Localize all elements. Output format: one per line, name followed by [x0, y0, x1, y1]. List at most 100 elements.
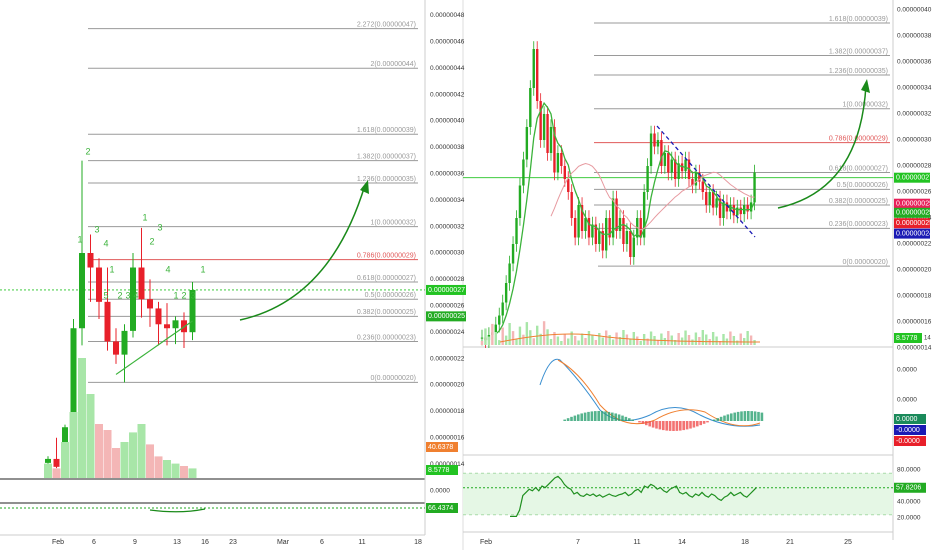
right-volume-bar	[567, 338, 570, 345]
right-candle-body	[674, 159, 677, 179]
right-volume-bar	[749, 335, 753, 345]
right-volume-bar	[584, 338, 587, 345]
right-price-badge-bg	[894, 207, 930, 218]
right-price-tick: 0.00000020	[897, 267, 932, 274]
right-volume-bar	[698, 337, 701, 345]
right-candle-body	[660, 140, 663, 166]
right-macd-histogram	[617, 414, 621, 421]
left-candle-body	[45, 458, 51, 463]
left-candle-body	[79, 253, 85, 329]
left-candle-body	[155, 308, 162, 325]
left-candle-body	[130, 267, 136, 331]
left-volume-bar	[188, 468, 197, 478]
right-candle-body	[677, 163, 680, 179]
left-wave-label: 3	[125, 290, 130, 300]
right-candle-body	[518, 185, 522, 218]
right-macd-histogram	[699, 421, 702, 426]
right-volume-bar	[594, 340, 598, 345]
right-macd-tick: 0.0000	[897, 397, 917, 404]
right-projection-arrow	[777, 84, 867, 209]
right-candle-body	[480, 337, 484, 339]
right-volume-bar	[615, 332, 618, 345]
right-volume-bar	[511, 331, 515, 345]
left-wave-label: 5	[103, 290, 108, 300]
right-price-badge-bg	[894, 228, 930, 239]
left-price-tick: 0.00000020	[430, 382, 465, 389]
right-candle-body	[694, 172, 698, 186]
left-price-badge-bg	[426, 311, 466, 322]
right-volume-bar	[480, 341, 484, 345]
right-fib-label: 0.786(0.00000029)	[829, 135, 888, 142]
right-volume-bar	[591, 335, 594, 345]
right-macd-histogram	[668, 421, 672, 431]
right-macd-histogram	[682, 421, 685, 431]
left-volume-bar	[103, 430, 112, 478]
right-price-tick: 0.00000016	[897, 319, 932, 326]
left-wave-label: 1	[77, 234, 82, 244]
left-fib-label: 1.382(0.00000037)	[357, 153, 416, 160]
right-candle-body	[698, 172, 701, 182]
right-candle-body	[567, 179, 570, 192]
right-volume-bar	[536, 325, 539, 345]
right-candle-body	[749, 202, 753, 212]
right-price-tick: 0.00000036	[897, 59, 932, 66]
right-rsi-badge: 57.8206	[896, 485, 921, 492]
left-volume-badge: 40.6378	[428, 444, 453, 451]
right-macd-histogram	[736, 411, 740, 421]
right-macd-histogram	[702, 421, 706, 424]
right-fib-label: 0.618(0.00000027)	[829, 165, 888, 172]
right-candle-body	[715, 198, 718, 208]
left-fib-label: 0.786(0.00000029)	[357, 252, 416, 259]
right-macd-histogram	[628, 418, 631, 421]
left-volume-badge-bg	[426, 442, 458, 452]
right-candle-body	[622, 218, 625, 244]
right-candle-body	[515, 218, 518, 244]
right-candle-body	[729, 205, 732, 212]
left-macd-tick: 0.0000	[430, 488, 450, 495]
right-price-tick: 0.00000014	[897, 345, 932, 352]
left-volume-bar	[112, 448, 120, 478]
left-volume-badge: 8.5778	[428, 467, 450, 474]
right-volume-bar	[577, 340, 580, 345]
left-price-tick: 0.00000044	[430, 65, 465, 72]
right-rsi-band	[463, 473, 893, 515]
right-macd-histogram	[570, 416, 573, 421]
right-candle-body	[684, 159, 687, 172]
right-trend-line	[656, 125, 756, 238]
right-candle-body	[591, 224, 594, 238]
right-rsi-badge-bg	[894, 482, 926, 493]
left-candle-body	[53, 458, 60, 467]
right-fib-label: 0.236(0.00000023)	[829, 221, 888, 228]
right-macd-histogram	[583, 412, 587, 421]
left-x-label: 11	[358, 539, 365, 546]
right-macd-histogram	[716, 418, 719, 421]
right-candle-body	[632, 237, 635, 257]
left-fib-label: 2(0.00000044)	[370, 61, 416, 68]
right-volume-bar	[646, 338, 649, 345]
left-wave-label: 2	[117, 290, 122, 300]
right-candle-body	[691, 179, 694, 186]
right-macd-histogram	[675, 421, 679, 431]
right-volume-bar	[618, 337, 622, 345]
right-candle-body	[498, 315, 501, 325]
left-price-tick: 0.00000048	[430, 12, 465, 19]
right-macd-histogram	[740, 411, 743, 421]
left-candle-body	[172, 320, 179, 329]
right-macd-histogram	[685, 421, 689, 430]
right-candle-body	[732, 205, 736, 216]
right-macd-badge-bg	[894, 436, 926, 446]
right-candle-body	[573, 218, 577, 238]
right-macd-histogram	[638, 421, 641, 423]
right-volume-ma	[499, 333, 761, 343]
right-macd-histogram	[743, 411, 747, 421]
right-candle-body	[711, 192, 715, 208]
right-price-tick: 0.00000034	[897, 85, 932, 92]
right-candle-body	[718, 198, 722, 218]
right-macd-histogram	[600, 411, 604, 421]
right-rsi-line	[510, 475, 757, 518]
right-candle-body	[611, 198, 615, 238]
left-projection-arrow	[239, 184, 366, 321]
right-candle-body	[532, 49, 535, 88]
right-price-tick: 0.00000038	[897, 33, 932, 40]
